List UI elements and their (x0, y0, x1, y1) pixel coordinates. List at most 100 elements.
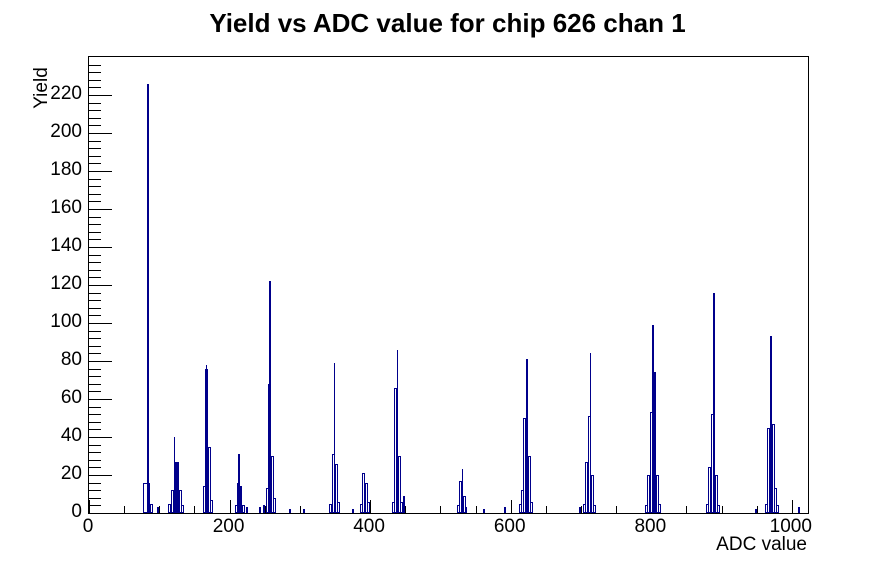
histogram-bar (652, 324, 654, 513)
histogram-bar (263, 505, 266, 513)
y-minor-tick (89, 155, 101, 157)
x-minor-tick (299, 506, 301, 513)
y-tick-label: 140 (50, 235, 82, 256)
y-minor-tick (89, 186, 101, 188)
histogram-bar (767, 427, 771, 513)
y-minor-tick (89, 163, 101, 165)
x-minor-tick (545, 506, 547, 513)
y-tick-label: 60 (60, 387, 82, 408)
y-tick-label: 200 (50, 121, 82, 142)
x-axis-title: ADC value (716, 534, 807, 555)
histogram-bar (528, 456, 532, 513)
y-minor-tick (89, 292, 101, 294)
histogram-bar (653, 372, 657, 513)
x-major-tick (370, 500, 372, 513)
y-major-tick (89, 285, 112, 286)
histogram-bar (772, 423, 776, 513)
y-minor-tick (89, 414, 101, 416)
histogram-bar (585, 461, 589, 513)
histogram-bar (589, 353, 592, 513)
x-minor-tick (756, 506, 758, 513)
x-major-tick (229, 500, 231, 513)
x-minor-tick (686, 506, 688, 513)
histogram-bar (337, 501, 341, 513)
histogram-bar (271, 456, 274, 513)
y-major-tick (89, 361, 112, 362)
y-minor-tick (89, 368, 101, 370)
histogram-bar (465, 507, 467, 513)
y-minor-tick (89, 429, 101, 431)
y-minor-tick (89, 79, 101, 81)
y-minor-tick (89, 345, 101, 347)
y-minor-tick (89, 254, 101, 256)
histogram-bar (259, 507, 261, 513)
x-minor-tick (124, 506, 126, 513)
histogram-bar (364, 482, 368, 513)
y-tick-label: 220 (50, 83, 82, 104)
histogram-bar (239, 486, 243, 513)
x-minor-tick (616, 506, 618, 513)
y-minor-tick (89, 338, 101, 340)
y-minor-tick (89, 64, 101, 66)
y-major-tick (89, 513, 112, 514)
y-minor-tick (89, 353, 101, 355)
histogram-bar (209, 499, 213, 513)
y-major-tick (89, 323, 112, 324)
y-minor-tick (89, 224, 101, 226)
histogram-bar (776, 505, 780, 513)
histogram-bar (530, 501, 534, 513)
y-minor-tick (89, 193, 101, 195)
histogram-bar (289, 509, 292, 513)
y-tick-label: 0 (71, 501, 82, 522)
histogram-bar (157, 507, 160, 513)
histogram-bar (173, 437, 176, 513)
y-tick-label: 180 (50, 159, 82, 180)
y-minor-tick (89, 383, 101, 385)
y-minor-tick (89, 330, 101, 332)
histogram-bar (402, 495, 405, 513)
histogram-bar (335, 463, 338, 513)
y-minor-tick (89, 148, 101, 150)
histogram-bar (168, 503, 172, 513)
histogram-bar (178, 490, 182, 513)
y-minor-tick (89, 452, 101, 454)
histogram-bar (593, 505, 597, 513)
histogram-bar (463, 495, 467, 513)
x-major-tick (89, 500, 90, 513)
histogram-bar (175, 461, 179, 513)
histogram-bar (797, 507, 800, 513)
y-minor-tick (89, 459, 101, 461)
y-minor-tick (89, 110, 101, 112)
x-tick-label: 400 (353, 516, 385, 537)
y-minor-tick (89, 216, 101, 218)
x-tick-label: 0 (82, 516, 94, 537)
histogram-bar (526, 359, 529, 513)
y-minor-tick (89, 444, 101, 446)
y-tick-label: 20 (60, 463, 82, 484)
y-minor-tick (89, 72, 101, 74)
histogram-bar (658, 503, 662, 513)
histogram-bar (273, 497, 277, 513)
histogram-bars (89, 57, 808, 513)
y-tick-label: 100 (50, 311, 82, 332)
x-minor-tick (440, 506, 442, 513)
y-major-tick (89, 133, 112, 134)
histogram-bar (715, 475, 719, 513)
y-minor-tick (89, 307, 101, 309)
histogram-bar (523, 418, 527, 513)
y-minor-tick (89, 300, 101, 302)
y-minor-tick (89, 406, 101, 408)
y-major-tick (89, 95, 112, 96)
x-tick-label: 200 (212, 516, 245, 537)
plot-frame (88, 56, 809, 514)
histogram-bar (147, 83, 149, 513)
histogram-bar (396, 349, 399, 513)
histogram-bar (770, 336, 773, 513)
x-tick-label: 600 (493, 516, 526, 537)
histogram-bar (713, 292, 716, 513)
y-tick-label: 120 (50, 273, 82, 294)
y-minor-tick (89, 239, 101, 241)
histogram-bar (717, 505, 721, 513)
y-tick-label: 40 (60, 425, 82, 446)
x-minor-tick (405, 506, 407, 513)
